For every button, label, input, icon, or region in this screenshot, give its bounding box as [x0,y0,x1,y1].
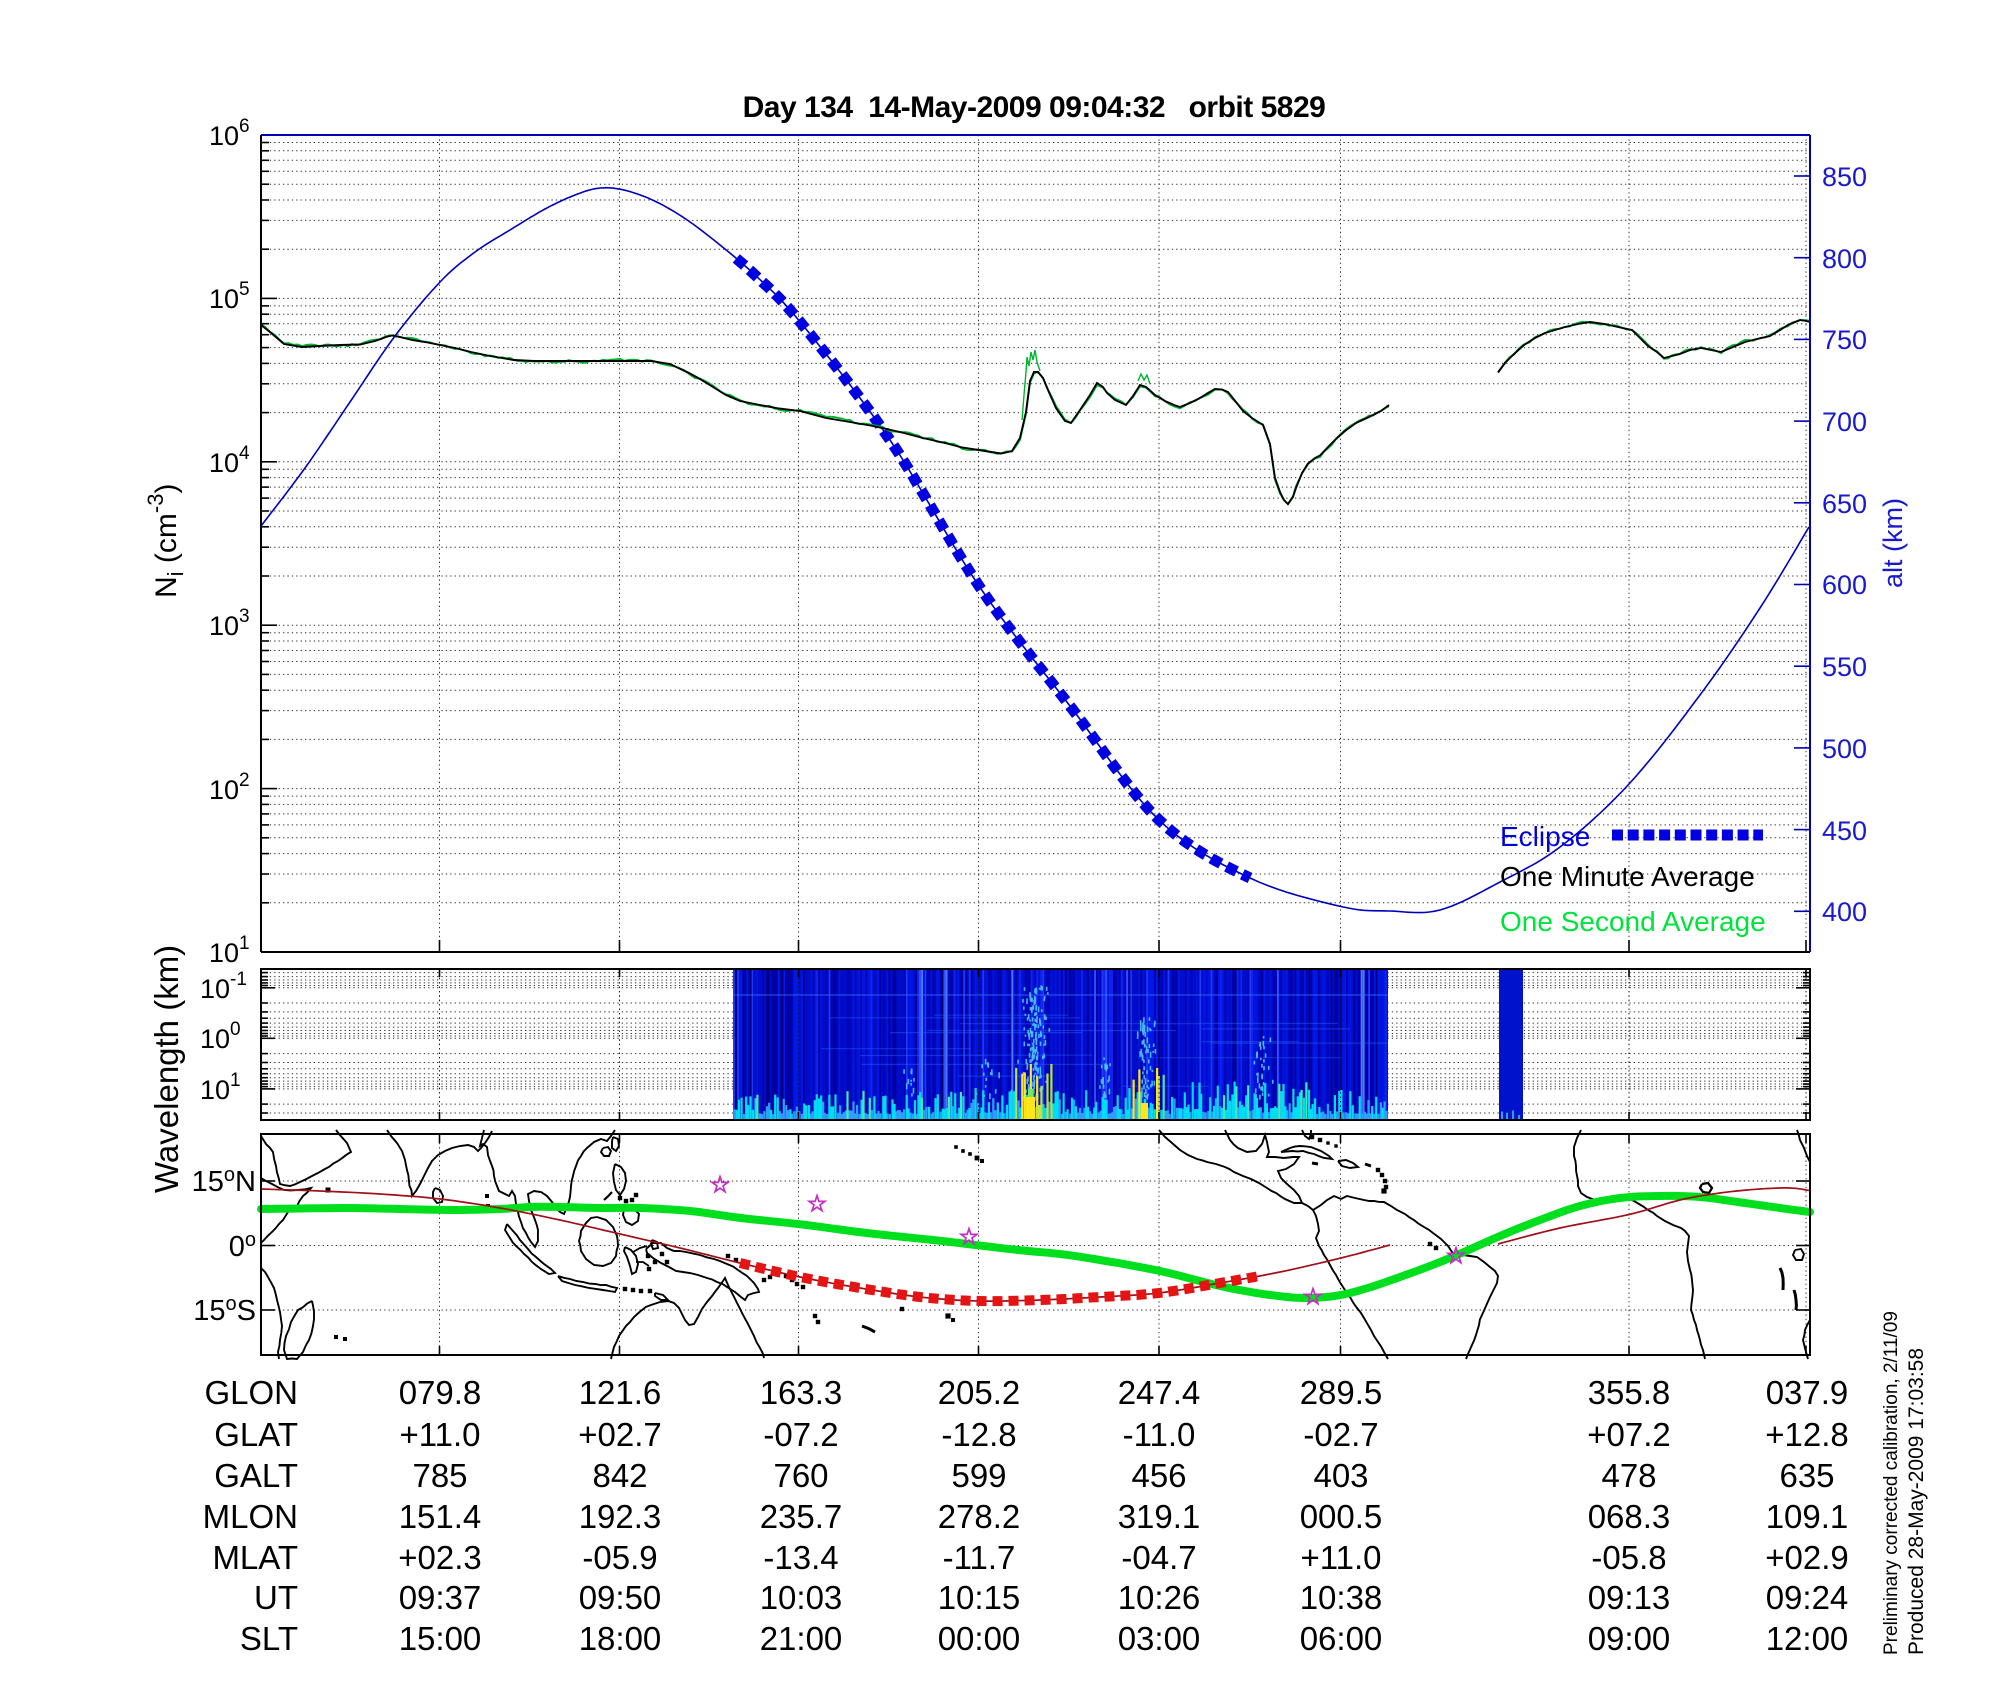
svg-text:00:00: 00:00 [938,1620,1021,1657]
svg-text:599: 599 [951,1457,1006,1494]
svg-text:121.6: 121.6 [579,1374,662,1411]
svg-text:+11.0: +11.0 [1300,1539,1381,1576]
svg-text:-05.9: -05.9 [582,1539,657,1576]
svg-text:247.4: 247.4 [1118,1374,1201,1411]
svg-text:09:50: 09:50 [579,1579,662,1616]
svg-text:550: 550 [1822,652,1867,682]
svg-text:09:24: 09:24 [1766,1579,1849,1616]
svg-text:18:00: 18:00 [579,1620,662,1657]
svg-text:800: 800 [1822,244,1867,274]
svg-text:One Second Average: One Second Average [1500,906,1766,937]
svg-text:Day 134 14-May-2009 09:04:32: Day 134 14-May-2009 09:04:32 orbit 5829 [743,91,1326,124]
svg-text:10:26: 10:26 [1118,1579,1201,1616]
svg-text:Preliminary corrected calibrat: Preliminary corrected calibration, 2/11/… [1881,1311,1902,1655]
svg-text:-05.8: -05.8 [1591,1539,1666,1576]
svg-text:106: 106 [209,116,250,151]
svg-text:MLON: MLON [203,1498,298,1535]
svg-text:235.7: 235.7 [760,1498,843,1535]
svg-text:289.5: 289.5 [1300,1374,1383,1411]
svg-text:MLAT: MLAT [212,1539,298,1576]
svg-text:+02.9: +02.9 [1765,1539,1849,1576]
svg-text:700: 700 [1822,407,1867,437]
svg-text:650: 650 [1822,489,1867,519]
svg-text:037.9: 037.9 [1766,1374,1849,1411]
svg-text:-11.0: -11.0 [1123,1416,1196,1453]
svg-text:785: 785 [412,1457,467,1494]
svg-text:278.2: 278.2 [938,1498,1021,1535]
svg-text:192.3: 192.3 [579,1498,662,1535]
svg-text:355.8: 355.8 [1588,1374,1671,1411]
svg-text:GLON: GLON [204,1374,298,1411]
svg-text:+02.3: +02.3 [398,1539,482,1576]
svg-text:635: 635 [1779,1457,1834,1494]
svg-text:205.2: 205.2 [938,1374,1021,1411]
svg-text:09:37: 09:37 [399,1579,482,1616]
svg-text:-04.7: -04.7 [1121,1539,1196,1576]
svg-text:068.3: 068.3 [1588,1498,1671,1535]
svg-text:GALT: GALT [214,1457,298,1494]
svg-text:09:13: 09:13 [1588,1579,1671,1616]
svg-text:One Minute Average: One Minute Average [1500,861,1755,892]
svg-text:500: 500 [1822,734,1867,764]
svg-text:850: 850 [1822,162,1867,192]
svg-text:09:00: 09:00 [1588,1620,1671,1657]
svg-text:319.1: 319.1 [1118,1498,1201,1535]
svg-text:400: 400 [1822,897,1867,927]
svg-text:Produced 28-May-2009 17:03:58: Produced 28-May-2009 17:03:58 [1905,1348,1928,1655]
svg-text:Eclipse: Eclipse [1500,821,1590,852]
svg-text:GLAT: GLAT [214,1416,298,1453]
svg-text:+12.8: +12.8 [1765,1416,1849,1453]
svg-text:842: 842 [592,1457,647,1494]
svg-text:101: 101 [209,933,250,968]
svg-text:-02.7: -02.7 [1303,1416,1378,1453]
svg-text:10:38: 10:38 [1300,1579,1383,1616]
svg-text:10:15: 10:15 [938,1579,1021,1616]
svg-text:10:03: 10:03 [760,1579,843,1616]
svg-text:-11.7: -11.7 [943,1539,1016,1576]
svg-text:456: 456 [1131,1457,1186,1494]
svg-text:478: 478 [1601,1457,1656,1494]
svg-text:750: 750 [1822,325,1867,355]
svg-text:760: 760 [773,1457,828,1494]
svg-text:03:00: 03:00 [1118,1620,1201,1657]
svg-text:000.5: 000.5 [1300,1498,1383,1535]
svg-text:+11.0: +11.0 [399,1416,480,1453]
svg-text:15oN: 15oN [192,1164,256,1198]
svg-text:alt (km): alt (km) [1878,498,1908,588]
svg-text:+07.2: +07.2 [1587,1416,1671,1453]
svg-text:UT: UT [254,1579,298,1616]
svg-text:21:00: 21:00 [760,1620,843,1657]
svg-text:Wavelength (km): Wavelength (km) [148,945,185,1193]
svg-text:+02.7: +02.7 [578,1416,662,1453]
svg-text:079.8: 079.8 [399,1374,482,1411]
svg-text:SLT: SLT [240,1620,298,1657]
svg-text:Ni (cm-3): Ni (cm-3) [143,484,188,598]
svg-text:600: 600 [1822,570,1867,600]
svg-text:109.1: 109.1 [1766,1498,1849,1535]
svg-text:06:00: 06:00 [1300,1620,1383,1657]
svg-text:450: 450 [1822,816,1867,846]
svg-text:-12.8: -12.8 [941,1416,1016,1453]
svg-text:-13.4: -13.4 [763,1539,838,1576]
svg-text:151.4: 151.4 [399,1498,482,1535]
svg-text:403: 403 [1313,1457,1368,1494]
svg-text:15:00: 15:00 [399,1620,482,1657]
svg-text:-07.2: -07.2 [763,1416,838,1453]
svg-text:163.3: 163.3 [760,1374,843,1411]
svg-text:15oS: 15oS [193,1293,256,1327]
svg-text:12:00: 12:00 [1766,1620,1849,1657]
